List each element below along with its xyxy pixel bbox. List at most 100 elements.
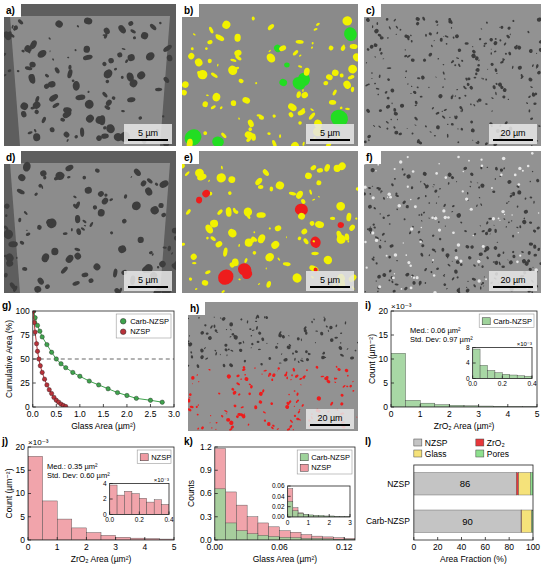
grain-feature bbox=[503, 167, 505, 170]
grain-feature bbox=[238, 117, 240, 120]
y-tick bbox=[110, 499, 113, 500]
bright-feature bbox=[394, 253, 397, 256]
bright-feature bbox=[375, 239, 378, 242]
grain-feature bbox=[166, 54, 173, 62]
grain-feature bbox=[410, 93, 412, 94]
y-tick-label: 0.0 bbox=[200, 535, 212, 545]
grain-feature bbox=[479, 197, 481, 199]
grain-feature bbox=[240, 378, 242, 379]
scale-bar bbox=[493, 286, 533, 288]
grain-feature bbox=[58, 173, 65, 177]
y-tick bbox=[288, 496, 291, 497]
grain-feature bbox=[252, 329, 255, 331]
plot-frame bbox=[473, 348, 532, 379]
data-point bbox=[87, 379, 91, 383]
grain-feature bbox=[385, 104, 391, 109]
grain-feature bbox=[224, 348, 228, 352]
panel-label: a) bbox=[6, 5, 15, 16]
grain-feature bbox=[346, 385, 348, 387]
x-tick bbox=[109, 512, 110, 515]
grain-feature bbox=[489, 233, 491, 235]
grain-feature bbox=[205, 47, 209, 51]
grain-feature bbox=[456, 212, 462, 218]
grain-feature bbox=[441, 248, 444, 252]
grain-feature bbox=[138, 116, 143, 121]
grain-feature bbox=[425, 125, 428, 128]
grain-feature bbox=[207, 40, 213, 45]
grain-feature bbox=[367, 204, 372, 209]
micrograph-ground bbox=[4, 151, 176, 293]
data-point bbox=[47, 388, 51, 392]
grain-feature bbox=[486, 221, 489, 225]
grain-feature bbox=[71, 255, 74, 258]
x-tick bbox=[420, 404, 421, 407]
grain-feature bbox=[473, 264, 477, 267]
x-tick-label: 1.5 bbox=[97, 409, 109, 419]
grain-feature bbox=[227, 191, 232, 196]
grain-feature bbox=[67, 69, 74, 79]
histogram-bars bbox=[110, 485, 169, 514]
y-tick bbox=[28, 540, 31, 541]
grain-feature bbox=[489, 37, 494, 42]
grain-feature bbox=[101, 133, 109, 139]
y-tick bbox=[473, 378, 476, 379]
grain-feature bbox=[463, 166, 468, 170]
grain-feature bbox=[295, 190, 304, 200]
histogram-bar bbox=[86, 533, 101, 540]
grain-feature bbox=[436, 267, 440, 270]
label-patch bbox=[364, 4, 381, 17]
grain-feature bbox=[159, 21, 163, 25]
grain-feature bbox=[404, 49, 406, 51]
grain-feature bbox=[326, 376, 329, 378]
grain-feature bbox=[369, 44, 374, 49]
y-tick-label: 0.06 bbox=[272, 482, 285, 489]
grain-feature bbox=[370, 226, 372, 228]
grain-feature bbox=[117, 244, 127, 254]
grain-feature bbox=[240, 406, 244, 409]
grain-feature bbox=[226, 413, 228, 415]
bright-feature bbox=[499, 220, 500, 221]
grain-feature bbox=[303, 67, 310, 76]
grain-feature bbox=[238, 78, 244, 84]
x-tick-label: 0 bbox=[286, 519, 290, 526]
grain-feature bbox=[294, 374, 299, 378]
grain-feature bbox=[189, 397, 191, 398]
grain-feature bbox=[236, 382, 241, 386]
grain-feature bbox=[350, 356, 354, 359]
grain-feature bbox=[533, 244, 537, 249]
grain-feature bbox=[512, 66, 514, 70]
grain-feature bbox=[391, 183, 395, 187]
grain-feature bbox=[329, 325, 334, 330]
grain-feature bbox=[226, 373, 232, 379]
grain-feature bbox=[423, 211, 426, 214]
bright-feature bbox=[394, 273, 395, 274]
grain-feature bbox=[528, 49, 533, 54]
grain-feature bbox=[228, 363, 233, 368]
grain-feature bbox=[309, 220, 315, 226]
grain-feature bbox=[371, 72, 373, 74]
grain-feature bbox=[494, 50, 497, 52]
grain-feature bbox=[242, 366, 246, 370]
grain-feature bbox=[379, 213, 381, 215]
grain-feature bbox=[494, 68, 497, 72]
grain-feature bbox=[285, 371, 288, 374]
grain-feature bbox=[387, 78, 391, 81]
grain-feature bbox=[188, 364, 190, 367]
grain-feature bbox=[306, 358, 310, 362]
histogram-bar bbox=[226, 492, 237, 540]
bright-feature bbox=[485, 278, 487, 280]
bright-feature bbox=[531, 152, 534, 155]
x-tick bbox=[150, 404, 151, 407]
grain-feature bbox=[475, 69, 477, 71]
grain-feature bbox=[533, 103, 536, 105]
grain-feature bbox=[406, 128, 407, 129]
grain-feature bbox=[382, 272, 387, 277]
grain-feature bbox=[496, 73, 498, 75]
grain-feature bbox=[241, 96, 251, 105]
plot-frame bbox=[414, 465, 533, 540]
grain-feature bbox=[325, 325, 328, 328]
grain-feature bbox=[352, 381, 354, 383]
grain-feature bbox=[524, 197, 526, 200]
bright-feature bbox=[409, 265, 411, 267]
grain-feature bbox=[302, 141, 305, 146]
